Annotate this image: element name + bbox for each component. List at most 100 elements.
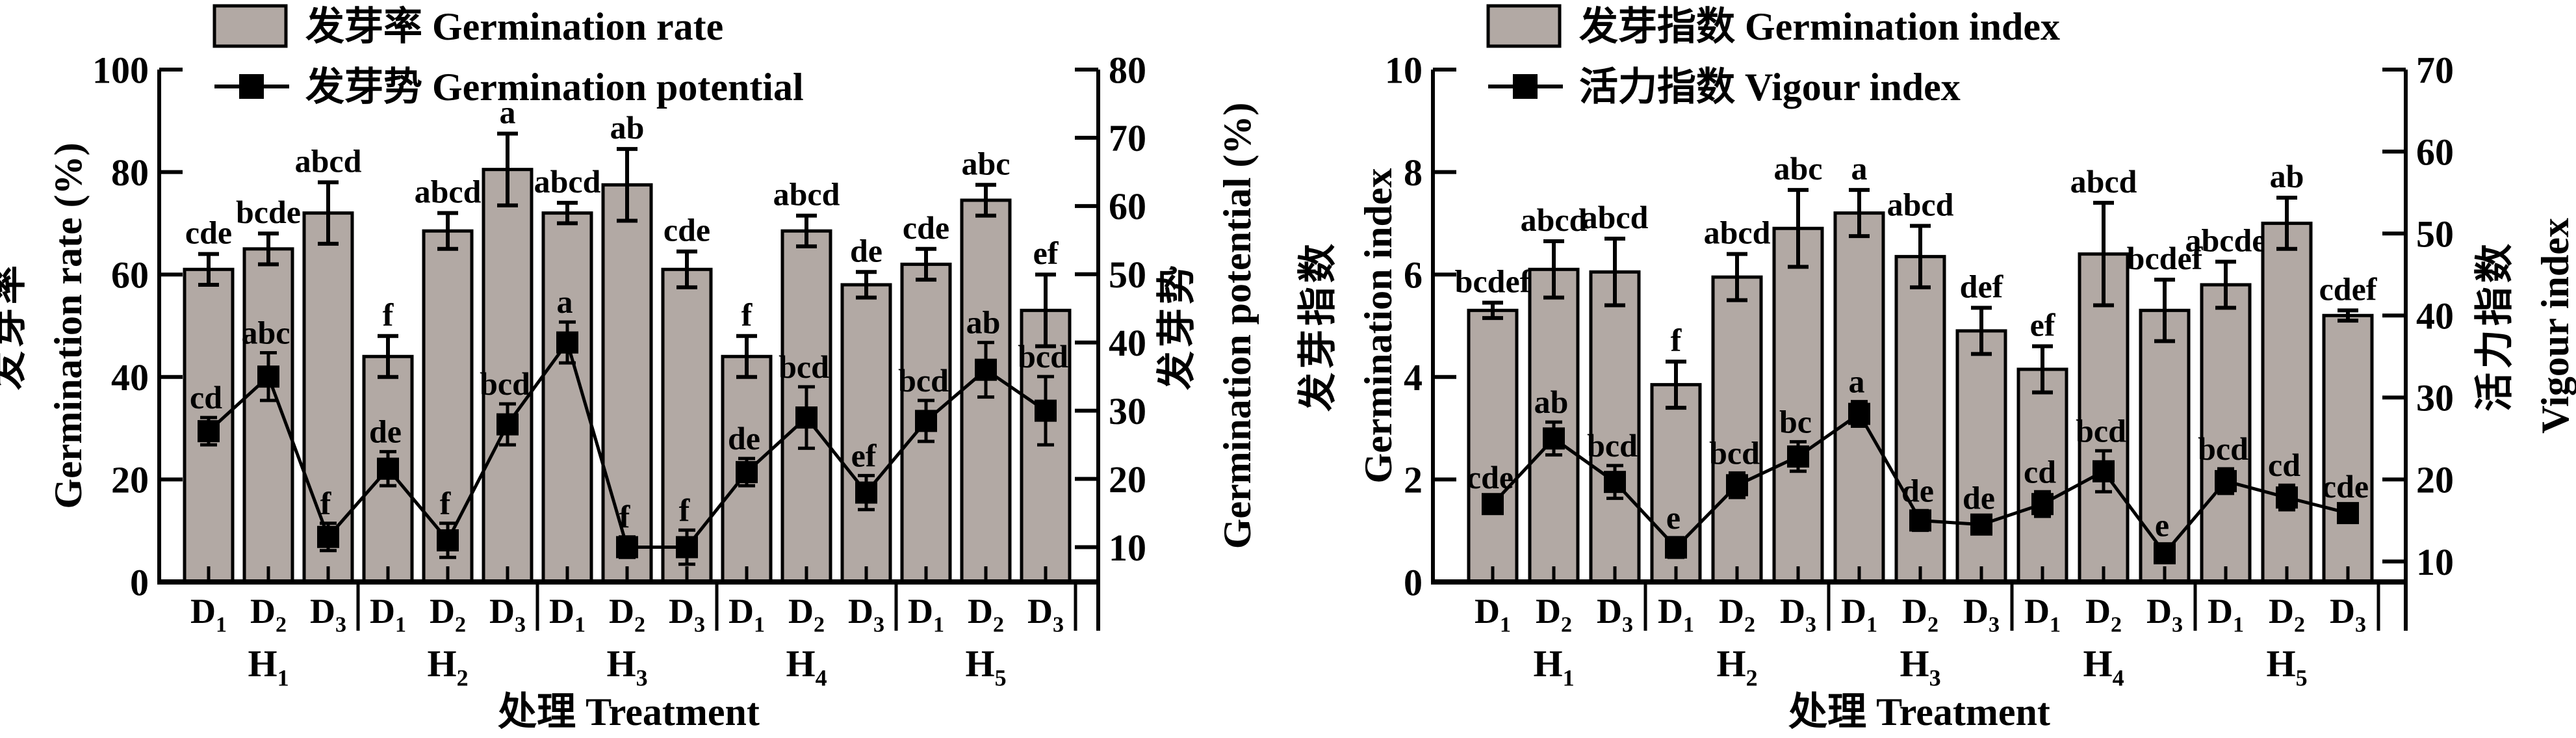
right-panel-right-ytick-label: 30 [2416,377,2454,419]
right-panel-line-sig-label: bcd [1709,434,1760,471]
left-panel-bar-sig-label: ab [610,109,645,146]
left-panel-right-axis-title: 发芽势 Germination potential (%) [1155,103,1259,549]
left-panel-x-axis-title: 处理 Treatment [498,691,760,733]
left-panel-line-sig-label: f [679,492,691,528]
left-panel-line-marker [616,536,638,559]
right-panel-d-label: D2 [1536,592,1572,637]
left-panel-right-axis-title-cn: 发芽势 [1155,261,1198,390]
right-panel-bar-sig-label: ab [2270,158,2304,194]
right-panel-left-ytick-label: 0 [1404,561,1423,603]
right-panel-line-sig-label: cd [2024,453,2056,490]
right-panel-d-label: D3 [2146,592,2183,637]
left-panel-d-label: D3 [669,592,705,637]
right-panel-line-sig-label: a [1849,363,1865,400]
left-panel-line-sig-label: bcd [779,349,829,385]
right-panel-left-axis-title-en: Germination index [1357,168,1400,483]
right-panel-d-label: D1 [2208,592,2244,637]
left-panel-bar-sig-label: abcd [295,142,362,179]
right-panel-h-label: H3 [1900,642,1940,691]
right-panel-line-marker [1970,513,1992,536]
left-panel-line-sig-label: ef [851,437,877,473]
right-panel-legend-label-line: 活力指数 Vigour index [1579,66,1961,109]
left-panel-left-axis-title-cn: 发芽率 [0,261,29,390]
right-panel-bar [1894,255,1946,584]
right-panel-bar [1467,308,1519,584]
left-panel-bar-sig-label: f [383,297,394,333]
left-panel-bar-sig-label: cde [185,215,232,251]
right-panel-line-marker [1604,471,1626,494]
right-panel-bar-sig-label: abcde [2185,222,2267,259]
left-panel-line-marker [198,420,220,443]
right-panel-line-marker [2154,542,2176,564]
left-panel-line-marker [676,536,698,559]
left-panel-legend-bar-swatch [213,4,288,48]
left-panel-line-marker [377,457,399,480]
right-panel-bar-sig-label: def [1960,268,2004,304]
right-panel-line-sig-label: cd [2268,447,2300,483]
right-panel-bar-sig-label: bcdef [1455,263,1532,300]
left-panel-bar-sig-label: abc [962,145,1011,181]
left-panel-right-ytick-label: 10 [1109,527,1146,569]
left-panel-line-sig-label: f [619,499,631,535]
left-panel-line-sig-label: abc [242,314,290,350]
right-panel-right-ytick-label: 70 [2416,49,2454,91]
right-panel-legend-marker-swatch [1513,74,1538,99]
right-panel-d-label: D2 [1902,592,1938,637]
left-panel-right-ytick-label: 60 [1109,185,1146,228]
left-panel-h-label: H4 [786,642,827,691]
left-panel-line-marker [1035,399,1057,422]
left-panel-bar-sig-label: a [500,94,516,131]
left-panel-left-ytick-label: 60 [111,254,149,297]
right-panel-bar [1955,329,2007,584]
right-panel-bar [2078,252,2130,584]
right-panel-d-label: D3 [2330,592,2366,637]
right-panel-d-label: D2 [2269,592,2305,637]
right-panel-line-marker [1726,474,1748,497]
right-panel-line-sig-label: cde [1467,459,1513,495]
right-panel-bar-sig-label: abcd [1887,186,1954,222]
right-panel-line-sig-label: e [1666,499,1681,536]
left-panel-right-ytick-label: 30 [1109,390,1146,432]
left-panel-d-label: D3 [310,592,346,637]
left-panel-bar [601,183,653,584]
right-panel-d-label: D1 [1658,592,1694,637]
left-panel-bar-sig-label: abcd [415,174,482,210]
right-panel-d-label: D1 [2024,592,2061,637]
right-panel-bar-sig-label: cdef [2319,270,2378,307]
right-panel-bar-sig-label: abcd [1704,215,1771,251]
right-panel-line-marker [2031,493,2054,516]
right-panel-line-marker [2276,486,2298,509]
right-panel-right-axis-title-cn: 活力指数 [2473,240,2516,412]
right-panel-bar-sig-label: abc [1774,150,1823,187]
left-panel-bar-sig-label: cde [663,212,710,248]
right-panel-bar-sig-label: f [1671,322,1682,358]
left-panel-line-sig-label: f [440,485,452,521]
left-panel-line-marker [496,413,519,436]
right-panel-line-marker [1482,493,1504,516]
right-panel-d-label: D2 [2085,592,2122,637]
left-panel-line-marker [975,358,997,381]
right-panel-bar-sig-label: abcd [1582,199,1649,235]
left-panel-d-label: D2 [968,592,1004,637]
right-panel-bar [2322,313,2374,584]
left-panel-bar-sig-label: de [850,232,882,269]
left-panel-bar-sig-label: f [741,297,753,333]
left-panel-right-ytick-label: 50 [1109,254,1146,296]
right-panel-line-marker [1665,536,1687,559]
left-panel-line-sig-label: bcd [1018,338,1068,375]
right-panel-line-sig-label: de [1963,480,1995,516]
left-panel-legend-label-bar: 发芽率 Germination rate [305,5,723,48]
left-panel-line-marker [257,365,279,388]
left-panel-line-sig-label: de [369,414,402,450]
right-panel-legend-bar-swatch [1486,4,1562,48]
right-panel-line-sig-label: cde [2322,468,2369,505]
left-panel-d-label: D1 [190,592,227,637]
right-panel-line-sig-label: bcd [1587,427,1638,464]
left-panel-line-marker [556,331,578,354]
left-panel-right-axis-title-en: Germination potential (%) [1216,103,1259,549]
left-panel-bar-sig-label: bcde [236,194,301,230]
left-panel-right-ytick-label: 20 [1109,458,1146,501]
left-panel-line-marker [437,529,459,551]
left-panel-right-ytick-label: 80 [1109,49,1146,91]
